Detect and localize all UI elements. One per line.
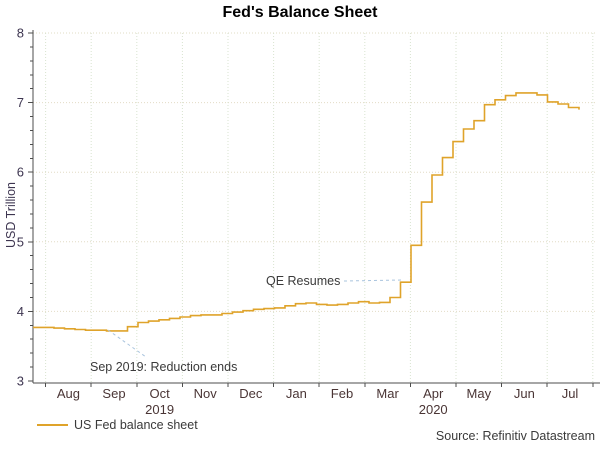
leader-line-qe-resumes (343, 279, 403, 282)
y-tick-label: 5 (17, 234, 24, 249)
x-month-label: Mar (376, 386, 399, 401)
legend: US Fed balance sheet (37, 418, 198, 432)
x-year-label: 2019 (145, 402, 174, 417)
y-tick-label: 4 (17, 304, 24, 319)
x-month-label: Jan (286, 386, 307, 401)
x-month-label: Jun (514, 386, 535, 401)
x-year-label: 2020 (419, 402, 448, 417)
x-month-label: Dec (239, 386, 263, 401)
leader-line-reduction-ends (107, 329, 147, 358)
y-tick-label: 6 (17, 165, 24, 180)
annotation-reduction-ends: Sep 2019: Reduction ends (90, 360, 238, 374)
y-tick-label: 8 (17, 26, 24, 41)
x-month-label: Sep (102, 386, 125, 401)
legend-label: US Fed balance sheet (74, 418, 198, 432)
source-note: Source: Refinitiv Datastream (435, 429, 595, 443)
x-month-label: Nov (194, 386, 218, 401)
x-month-label: Oct (149, 386, 170, 401)
annotation-qe-resumes: QE Resumes (266, 274, 341, 288)
x-month-label: May (467, 386, 492, 401)
series-line-us-fed-balance-sheet (33, 92, 580, 332)
x-month-label: Aug (57, 386, 80, 401)
x-month-label: Feb (331, 386, 353, 401)
chart-title: Fed's Balance Sheet (222, 4, 378, 21)
y-tick-label: 7 (17, 95, 24, 110)
y-tick-label: 3 (17, 374, 24, 389)
x-month-label: Jul (562, 386, 579, 401)
legend-line-swatch (37, 424, 68, 426)
x-month-label: Apr (423, 386, 444, 401)
y-axis-label: USD Trillion (4, 182, 18, 248)
